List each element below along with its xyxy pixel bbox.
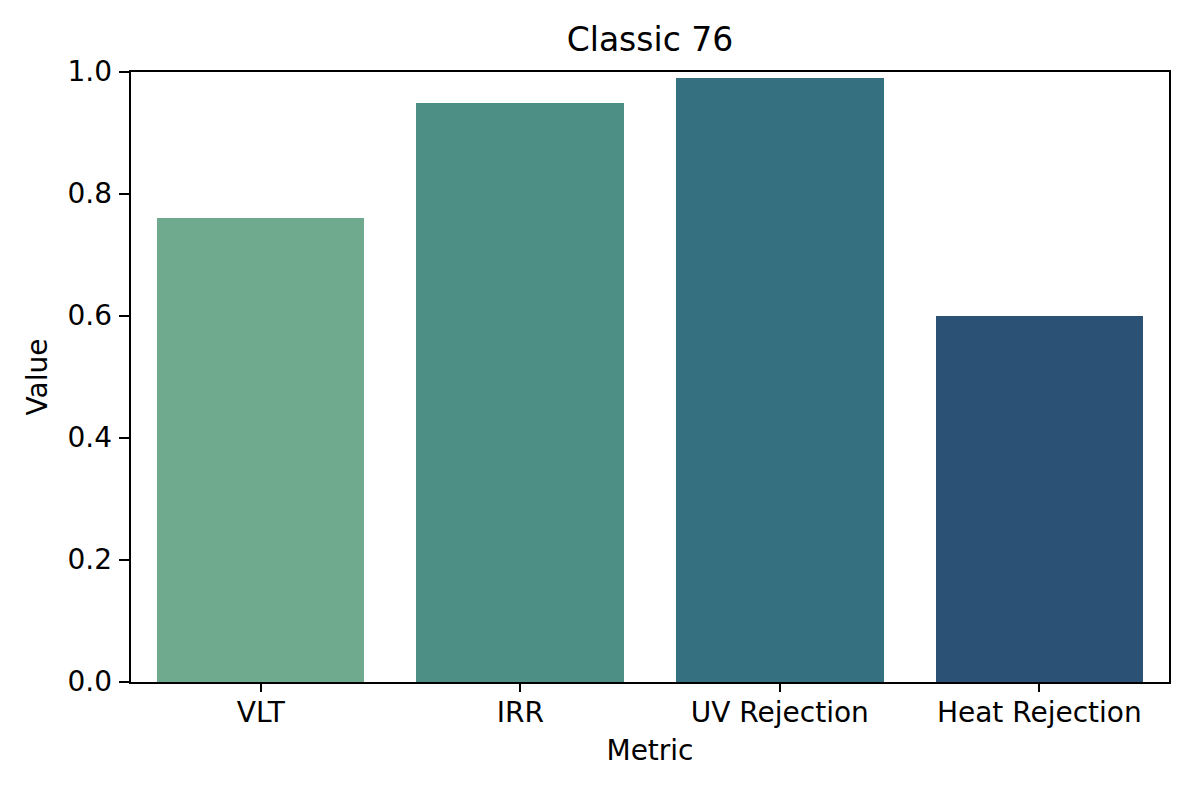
x-tick-mark	[779, 682, 781, 692]
chart-title: Classic 76	[131, 22, 1169, 58]
x-tick-label-irr: IRR	[497, 698, 544, 728]
x-tick-mark	[1038, 682, 1040, 692]
x-tick-label-heat-rejection: Heat Rejection	[937, 698, 1142, 728]
y-tick-label: 0.0	[0, 668, 112, 696]
y-axis-label: Value	[21, 339, 54, 416]
y-tick-mark	[119, 559, 129, 561]
y-tick-mark	[119, 681, 129, 683]
y-tick-mark	[119, 193, 129, 195]
y-tick-mark	[119, 71, 129, 73]
x-tick-label-uv-rejection: UV Rejection	[691, 698, 869, 728]
plot-area	[129, 70, 1171, 684]
y-tick-label: 0.4	[0, 424, 112, 452]
x-axis-label: Metric	[131, 734, 1169, 767]
y-tick-label: 1.0	[0, 58, 112, 86]
x-tick-mark	[519, 682, 521, 692]
bar-heat-rejection	[936, 316, 1144, 682]
y-tick-mark	[119, 437, 129, 439]
x-tick-mark	[260, 682, 262, 692]
bar-vlt	[157, 218, 365, 682]
y-tick-mark	[119, 315, 129, 317]
bar-uv-rejection	[676, 78, 884, 682]
y-tick-label: 0.2	[0, 546, 112, 574]
bar-irr	[416, 103, 624, 683]
x-tick-label-vlt: VLT	[237, 698, 285, 728]
y-tick-label: 0.8	[0, 180, 112, 208]
bar-chart-figure: Classic 76 Value 0.0 0.2 0.4 0.6 0.8 1.0 VLT I…	[0, 0, 1200, 800]
y-tick-label: 0.6	[0, 302, 112, 330]
